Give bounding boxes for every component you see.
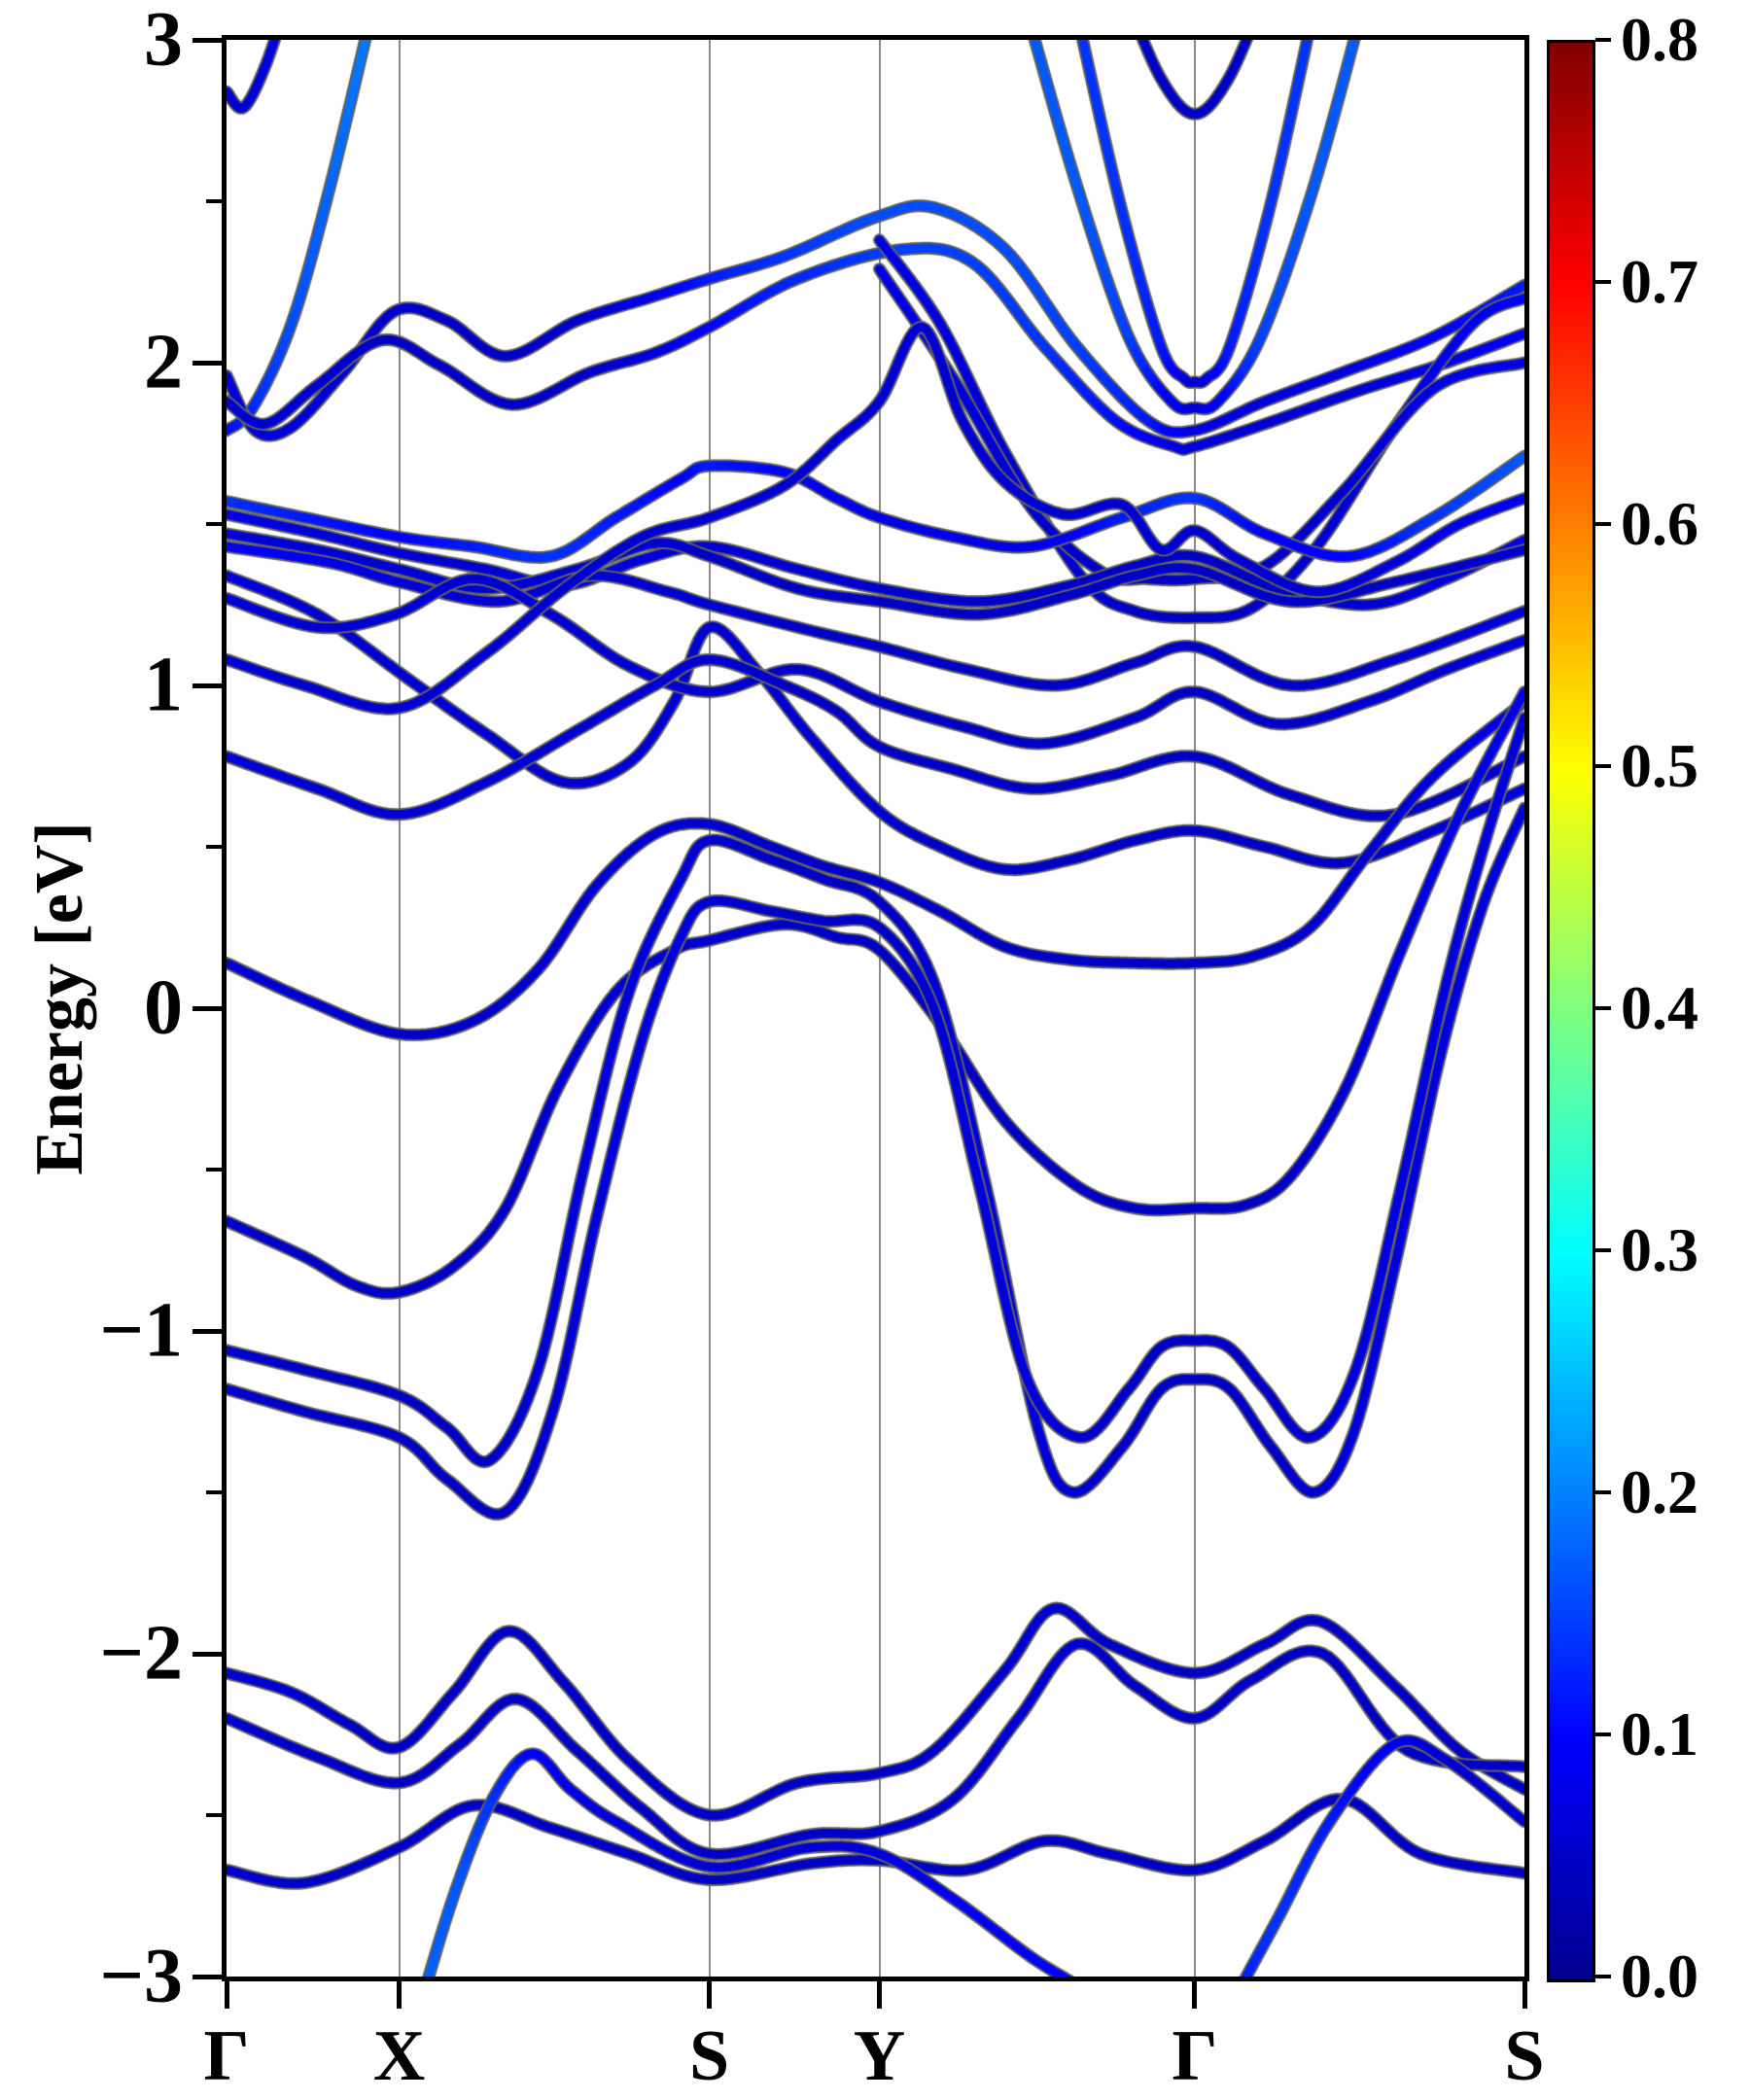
y-minor-tick xyxy=(206,199,222,203)
colorbar-tick xyxy=(1595,1248,1611,1252)
x-tick xyxy=(707,1981,713,2009)
colorbar-tick xyxy=(1595,1490,1611,1494)
colorbar-tick-label: 0.5 xyxy=(1621,731,1698,800)
colorbar xyxy=(1547,40,1595,1982)
k-point-label: Γ xyxy=(203,2016,250,2096)
k-point-label: S xyxy=(1504,2016,1545,2096)
y-minor-tick xyxy=(206,1490,222,1494)
y-minor-tick xyxy=(206,522,222,526)
colorbar-tick xyxy=(1595,38,1611,42)
y-minor-tick xyxy=(206,845,222,849)
colorbar-tick xyxy=(1595,764,1611,768)
y-tick-label: −3 xyxy=(99,1933,183,2019)
y-major-tick xyxy=(192,37,222,43)
k-point-label: Y xyxy=(853,2016,906,2096)
y-tick-label: 3 xyxy=(144,0,183,83)
colorbar-tick xyxy=(1595,1975,1611,1978)
x-tick xyxy=(877,1981,882,2009)
y-major-tick xyxy=(192,1328,222,1334)
colorbar-tick-label: 0.2 xyxy=(1621,1457,1698,1526)
x-tick xyxy=(224,1981,229,2009)
band-lines-canvas xyxy=(227,40,1524,1977)
y-minor-tick xyxy=(206,1168,222,1172)
colorbar-tick-label: 0.8 xyxy=(1621,5,1698,74)
y-major-tick xyxy=(192,1651,222,1657)
y-tick-label: 2 xyxy=(144,319,183,405)
colorbar-tick xyxy=(1595,522,1611,526)
k-point-label: S xyxy=(689,2016,730,2096)
colorbar-tick-label: 0.7 xyxy=(1621,247,1698,316)
x-tick xyxy=(397,1981,402,2009)
y-tick-label: 1 xyxy=(144,642,183,728)
x-tick xyxy=(1522,1981,1527,2009)
colorbar-tick-label: 0.1 xyxy=(1621,1699,1698,1768)
x-tick xyxy=(1192,1981,1198,2009)
colorbar-tick xyxy=(1595,280,1611,284)
colorbar-tick-label: 0.0 xyxy=(1621,1942,1698,2011)
y-tick-label: 0 xyxy=(144,964,183,1051)
y-major-tick xyxy=(192,1005,222,1011)
colorbar-tick-label: 0.6 xyxy=(1621,489,1698,558)
colorbar-tick xyxy=(1595,1732,1611,1736)
y-tick-label: −1 xyxy=(99,1287,183,1374)
colorbar-tick-label: 0.4 xyxy=(1621,973,1698,1042)
colorbar-tick xyxy=(1595,1006,1611,1010)
k-point-label: Γ xyxy=(1172,2016,1218,2096)
y-tick-label: −2 xyxy=(99,1610,183,1697)
y-minor-tick xyxy=(206,1813,222,1817)
y-major-tick xyxy=(192,360,222,366)
k-point-label: X xyxy=(372,2016,426,2096)
y-major-tick xyxy=(192,682,222,688)
colorbar-tick-label: 0.3 xyxy=(1621,1215,1698,1284)
y-major-tick xyxy=(192,1974,222,1979)
